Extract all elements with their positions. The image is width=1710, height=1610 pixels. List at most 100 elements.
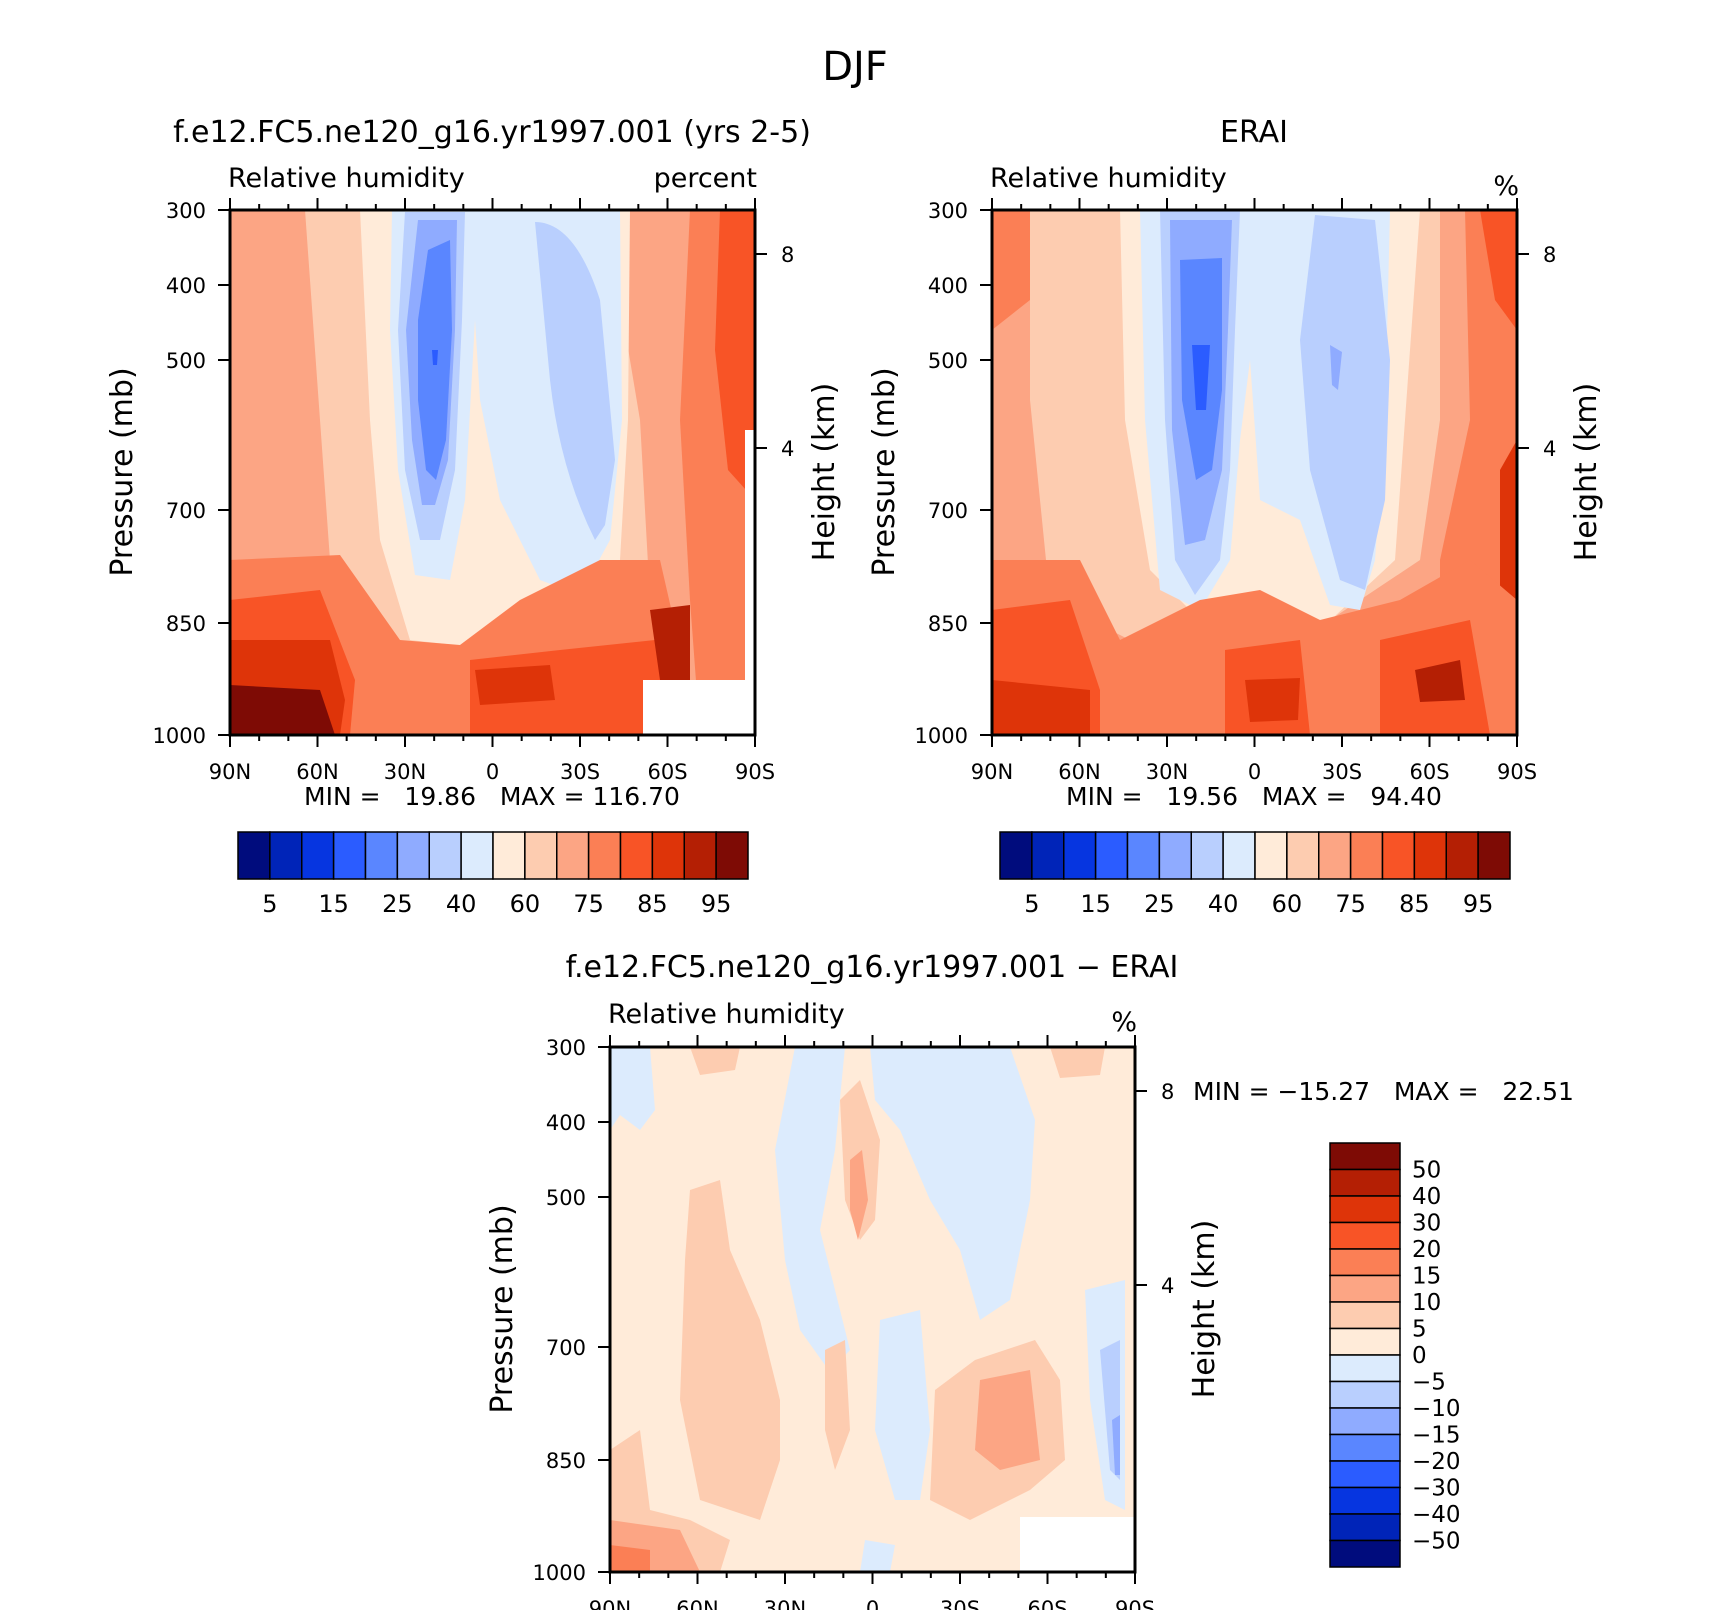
svg-text:30S: 30S xyxy=(560,760,600,784)
x-tick-label: 90N 60N 30N 0 30S 60S 90S xyxy=(209,760,775,784)
colorbar-swatch xyxy=(1329,1460,1401,1489)
x-axis: 90N 60N 30N 0 30S 60S 90S xyxy=(209,760,775,784)
variable-label: Relative humidity xyxy=(608,999,845,1030)
colorbar-swatch xyxy=(1329,1539,1401,1568)
colorbar-swatch xyxy=(524,831,558,880)
band-surface-dark xyxy=(992,680,1090,735)
colorbar-label: 5 xyxy=(262,890,277,918)
colorbar-swatch xyxy=(1329,1142,1401,1171)
colorbar-label: 25 xyxy=(382,890,413,918)
band-east-red xyxy=(715,210,755,500)
colorbar-swatch xyxy=(683,831,717,880)
x-tick-label: 90N 60N 30N 0 30S 60S 90S xyxy=(971,760,1537,784)
band-pos-top-1 xyxy=(690,1047,740,1075)
y-tick-label: 300 xyxy=(166,199,206,223)
colorbar-swatch xyxy=(1222,831,1256,880)
x-tick-label: 90N 60N 30N 0 30S 60S 90S xyxy=(589,1597,1155,1610)
band-surface-dark-2 xyxy=(475,665,555,705)
colorbar-swatch xyxy=(1329,1301,1401,1330)
svg-text:60N: 60N xyxy=(296,760,338,784)
height-tick-label: 8 xyxy=(1543,243,1556,267)
colorbar-swatch xyxy=(1413,831,1447,880)
svg-text:90S: 90S xyxy=(1497,760,1537,784)
colorbar-label: 75 xyxy=(1335,890,1366,918)
colorbar-swatch xyxy=(1477,831,1511,880)
height-axis: 8 4 Height (km) xyxy=(1543,243,1604,561)
colorbar-swatch xyxy=(1158,831,1192,880)
colorbar-swatch xyxy=(1329,1433,1401,1462)
min-max-stats: MIN = 19.56 MAX = 94.40 xyxy=(1066,782,1442,811)
x-axis: 90N 60N 30N 0 30S 60S 90S xyxy=(589,1597,1155,1610)
tick-marks xyxy=(598,1035,1147,1584)
colorbar-swatch xyxy=(1445,831,1479,880)
colorbar-swatch xyxy=(364,831,399,880)
colorbar-label: 95 xyxy=(701,890,732,918)
y-tick-label: 1000 xyxy=(533,1561,586,1585)
x-axis: 90N 60N 30N 0 30S 60S 90S xyxy=(971,760,1537,784)
contour-field xyxy=(230,210,755,735)
colorbar-swatch xyxy=(1329,1486,1401,1515)
units-label: % xyxy=(1111,1007,1137,1038)
band-pos-1 xyxy=(680,1180,780,1520)
height-tick-label: 8 xyxy=(1161,1080,1174,1104)
y-axis: 300 400 500 700 850 1000 Pressure (mb) xyxy=(485,1036,586,1585)
colorbar-swatch xyxy=(1329,1248,1401,1277)
colorbar-label: 40 xyxy=(1208,890,1239,918)
band-blue-core xyxy=(1192,345,1210,410)
y-axis: 300 400 500 700 850 1000 Pressure (mb) xyxy=(105,199,206,748)
colorbar-swatch xyxy=(492,831,526,880)
y-tick-label: 700 xyxy=(166,499,206,523)
band-east-red xyxy=(1480,210,1517,330)
svg-text:60S: 60S xyxy=(1409,760,1449,784)
height-axis-title: Height (km) xyxy=(1187,1220,1222,1399)
colorbar-label: 85 xyxy=(1399,890,1430,918)
colorbar-label: −30 xyxy=(1412,1476,1461,1502)
colorbar-label: 15 xyxy=(318,890,349,918)
band-surface-dark-3 xyxy=(650,605,690,680)
colorbar-swatch xyxy=(1063,831,1097,880)
height-axis: 8 4 Height (km) xyxy=(1161,1080,1222,1398)
colorbar-swatch xyxy=(396,831,430,880)
colorbar-label: 40 xyxy=(1412,1184,1441,1210)
colorbar-label: −10 xyxy=(1412,1396,1461,1422)
colorbar-swatch xyxy=(619,831,654,880)
colorbar-label: 50 xyxy=(1412,1158,1441,1184)
svg-text:0: 0 xyxy=(866,1597,879,1610)
colorbar-swatch xyxy=(1031,831,1065,880)
y-tick-label: 500 xyxy=(928,349,968,373)
units-label: % xyxy=(1493,171,1519,202)
svg-text:90N: 90N xyxy=(971,760,1013,784)
colorbar-label: 60 xyxy=(510,890,541,918)
band-surface-red-2 xyxy=(470,640,690,735)
colorbar-swatch xyxy=(428,831,462,880)
svg-text:90S: 90S xyxy=(1115,1597,1155,1610)
colorbar-swatch xyxy=(301,831,335,880)
colorbar-swatch xyxy=(1381,831,1416,880)
band-pos-5 xyxy=(975,1370,1040,1470)
missing-data-mask xyxy=(643,680,755,735)
tick-marks xyxy=(980,198,1529,747)
y-tick-label: 700 xyxy=(928,499,968,523)
colorbar-swatch xyxy=(587,831,622,880)
colorbar-swatch xyxy=(332,831,367,880)
colorbar-swatch xyxy=(556,831,590,880)
y-tick-label: 500 xyxy=(546,1186,586,1210)
contour-field xyxy=(992,210,1517,735)
colorbar-swatch xyxy=(651,831,685,880)
min-max-stats: MIN = 19.86 MAX = 116.70 xyxy=(304,782,680,811)
colorbar-swatch xyxy=(715,831,749,880)
colorbar-label: 5 xyxy=(1024,890,1039,918)
colorbar-swatch xyxy=(999,831,1033,880)
colorbar-swatch xyxy=(1126,831,1161,880)
colorbar-swatch xyxy=(1318,831,1352,880)
colorbar-swatch xyxy=(1329,1274,1401,1303)
variable-label: Relative humidity xyxy=(990,163,1227,194)
band-light-blue-3 xyxy=(1300,215,1390,590)
colorbar-swatch xyxy=(1329,1168,1401,1197)
y-tick-label: 500 xyxy=(166,349,206,373)
band-neg-surface xyxy=(860,1540,895,1572)
colorbar-label: −5 xyxy=(1412,1370,1446,1396)
band-neg-eq xyxy=(870,1047,1035,1320)
colorbar-swatch xyxy=(1094,831,1129,880)
